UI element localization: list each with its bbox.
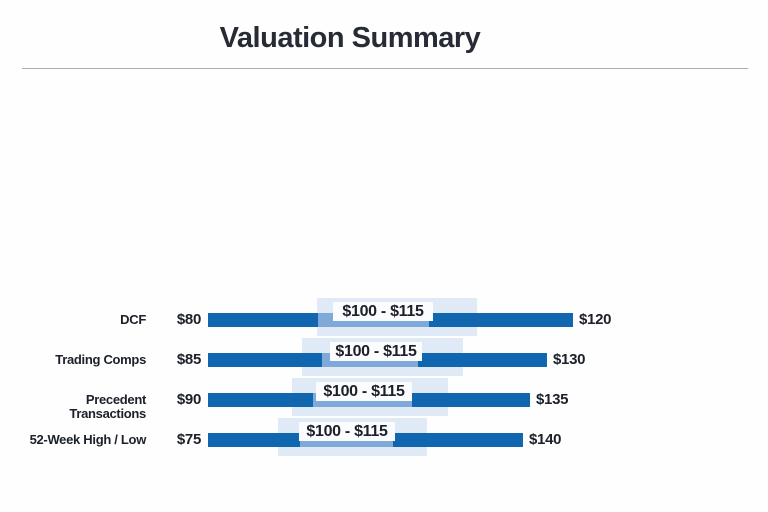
high-value-label: $130 bbox=[553, 351, 586, 368]
low-value-label: $80 bbox=[176, 311, 201, 328]
high-value-label: $120 bbox=[579, 311, 612, 328]
method-label: DCF bbox=[120, 312, 146, 327]
low-value-label: $75 bbox=[176, 431, 201, 448]
range-label-chip: $100 - $115 bbox=[333, 302, 433, 321]
range-label-chip: $100 - $115 bbox=[316, 382, 412, 401]
range-label-chip: $100 - $115 bbox=[299, 422, 395, 441]
low-value-label: $85 bbox=[176, 351, 201, 368]
page-title: Valuation Summary bbox=[219, 22, 481, 54]
high-value-label: $140 bbox=[529, 431, 562, 448]
method-label: 52-Week High / Low bbox=[29, 432, 147, 447]
method-label: Precedent Transactions bbox=[69, 392, 146, 421]
method-label: Trading Comps bbox=[55, 352, 146, 367]
title-divider bbox=[22, 68, 748, 69]
range-label-chip: $100 - $115 bbox=[330, 342, 422, 361]
high-value-label: $135 bbox=[536, 391, 569, 408]
low-value-label: $90 bbox=[176, 391, 201, 408]
